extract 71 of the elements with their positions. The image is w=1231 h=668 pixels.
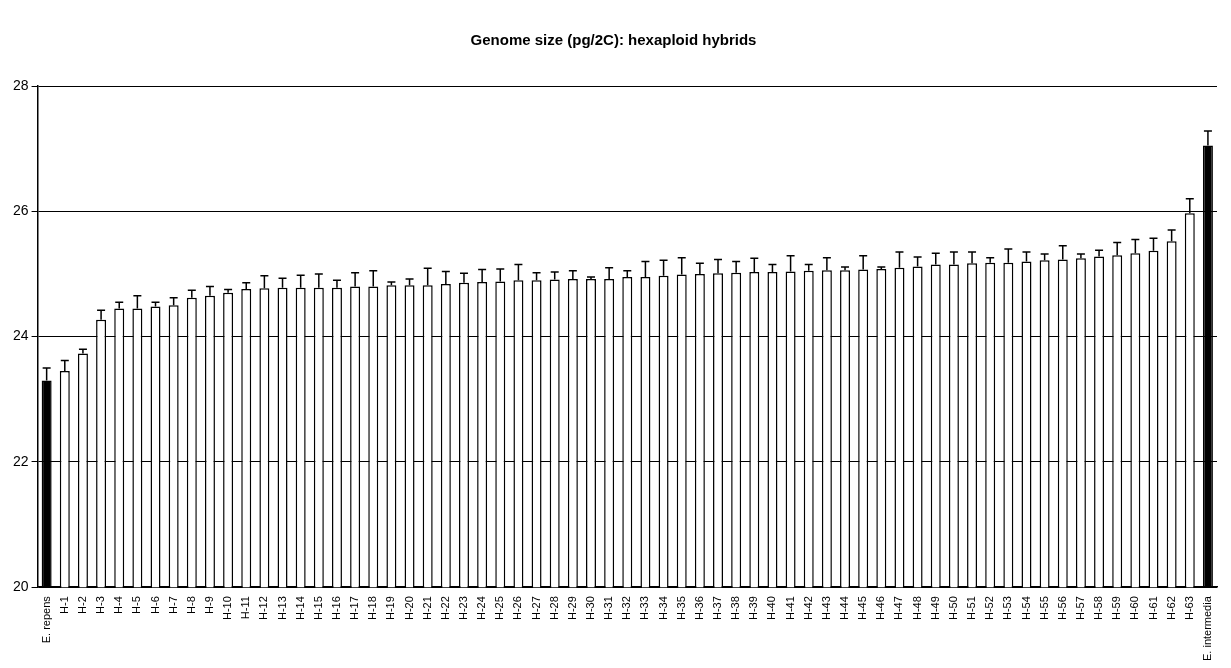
x-tick-label: E. intermedia [1200, 595, 1213, 661]
x-tick-label: H-27 [529, 596, 542, 621]
y-tick-label: 20 [12, 578, 29, 595]
y-tick-label: 24 [12, 327, 29, 344]
x-tick-label: H-4 [112, 596, 125, 614]
x-tick-label: H-10 [221, 596, 234, 621]
x-tick-label: H-31 [602, 596, 615, 621]
x-tick-label: H-24 [475, 596, 488, 621]
x-tick-label: H-46 [874, 596, 887, 621]
x-tick-label: H-13 [275, 596, 288, 621]
x-tick-label: H-21 [420, 596, 433, 621]
x-tick-label: H-37 [711, 596, 724, 621]
x-tick-label: H-23 [457, 596, 470, 621]
x-tick-label: H-15 [311, 596, 324, 621]
x-tick-label: H-5 [130, 596, 143, 614]
x-tick-label: H-49 [928, 596, 941, 621]
x-tick-label: H-12 [257, 596, 270, 621]
x-tick-label: H-51 [965, 596, 978, 621]
y-tick-label: 22 [12, 452, 29, 469]
x-tick-label: H-26 [511, 596, 524, 621]
chart-title: Genome size (pg/2C): hexaploid hybrids [470, 31, 757, 49]
x-tick-label: H-41 [783, 596, 796, 621]
x-tick-label: H-7 [166, 596, 179, 614]
x-tick-label: H-54 [1019, 596, 1032, 621]
x-tick-label: H-59 [1110, 596, 1123, 621]
x-tick-label: H-19 [384, 596, 397, 621]
x-tick-label: H-34 [656, 596, 669, 621]
x-tick-label: H-1 [57, 596, 70, 614]
x-tick-label: H-43 [819, 596, 832, 621]
x-tick-label: H-2 [75, 596, 88, 614]
x-tick-label: H-22 [438, 596, 451, 621]
x-tick-label: H-36 [692, 596, 705, 621]
x-tick-label: H-42 [801, 596, 814, 621]
x-tick-label: H-38 [729, 596, 742, 621]
x-tick-label: H-28 [547, 596, 560, 621]
x-tick-label: H-33 [638, 596, 651, 621]
x-tick-label: H-14 [293, 596, 306, 621]
x-tick-label: H-63 [1182, 596, 1195, 621]
x-tick-label: H-48 [910, 596, 923, 621]
x-tick-label: H-9 [202, 596, 215, 614]
x-tick-label: H-45 [856, 596, 869, 621]
x-tick-label: H-56 [1055, 596, 1068, 621]
x-tick-label: H-35 [674, 596, 687, 621]
x-tick-label: H-17 [348, 596, 361, 621]
x-tick-label: H-8 [184, 596, 197, 614]
x-tick-label: H-55 [1037, 596, 1050, 621]
y-tick-label: 28 [12, 76, 29, 93]
x-tick-label: H-57 [1073, 596, 1086, 621]
x-tick-label: H-40 [765, 596, 778, 621]
x-tick-label: E. repens [39, 595, 52, 644]
x-tick-label: H-30 [584, 596, 597, 621]
x-tick-label: H-58 [1092, 596, 1105, 621]
x-tick-label: H-61 [1146, 596, 1159, 621]
x-tick-label: H-11 [239, 596, 252, 620]
y-tick-label: 26 [12, 202, 29, 219]
x-tick-label: H-50 [946, 596, 959, 621]
x-tick-label: H-47 [892, 596, 905, 621]
x-tick-label: H-3 [94, 596, 107, 614]
x-tick-label: H-60 [1128, 596, 1141, 621]
x-tick-label: H-44 [838, 596, 851, 621]
x-tick-label: H-16 [330, 596, 342, 621]
x-tick-label: H-39 [747, 596, 760, 621]
x-tick-label: H-62 [1164, 596, 1177, 621]
x-tick-label: H-29 [565, 596, 578, 621]
x-tick-label: H-6 [148, 596, 161, 614]
x-tick-label: H-25 [493, 596, 506, 621]
x-tick-label: H-52 [983, 596, 996, 621]
x-tick-label: H-18 [366, 596, 379, 621]
x-tick-label: H-20 [402, 596, 415, 621]
x-tick-label: H-53 [1001, 596, 1014, 621]
x-tick-label: H-32 [620, 596, 633, 621]
